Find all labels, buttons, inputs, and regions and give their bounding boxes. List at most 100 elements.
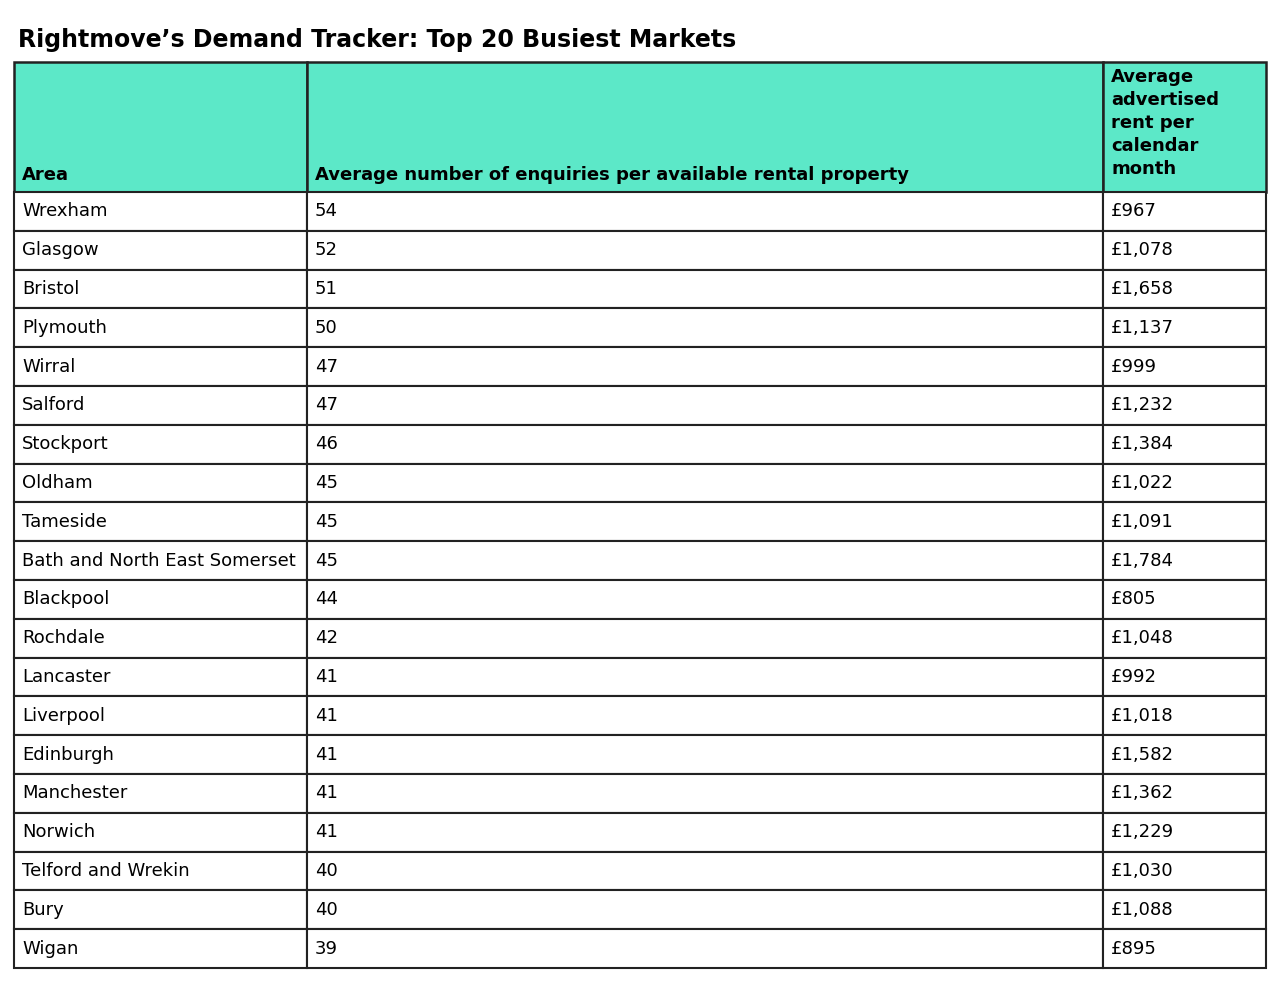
Text: 54: 54	[315, 202, 338, 220]
Bar	[1103, 192, 1266, 231]
Text: 40: 40	[315, 900, 338, 919]
Text: 50: 50	[315, 319, 338, 337]
Bar	[307, 580, 1103, 619]
Text: £1,048: £1,048	[1111, 629, 1174, 647]
Bar	[307, 736, 1103, 774]
Text: Norwich: Norwich	[22, 823, 95, 842]
Bar	[307, 386, 1103, 425]
Bar	[307, 696, 1103, 736]
Bar	[14, 62, 307, 192]
Text: Manchester: Manchester	[22, 785, 128, 802]
Bar	[307, 425, 1103, 464]
Text: £1,091: £1,091	[1111, 513, 1174, 531]
Text: 41: 41	[315, 785, 338, 802]
Bar	[1103, 541, 1266, 580]
Text: Oldham: Oldham	[22, 474, 92, 492]
Bar	[1103, 580, 1266, 619]
Text: Plymouth: Plymouth	[22, 319, 106, 337]
Bar	[1103, 736, 1266, 774]
Text: Rochdale: Rochdale	[22, 629, 105, 647]
Text: £1,362: £1,362	[1111, 785, 1174, 802]
Text: Telford and Wrekin: Telford and Wrekin	[22, 862, 189, 880]
Text: £992: £992	[1111, 668, 1157, 686]
Text: Bath and North East Somerset: Bath and North East Somerset	[22, 552, 296, 570]
Text: £1,018: £1,018	[1111, 707, 1174, 725]
Bar	[1103, 891, 1266, 929]
Bar	[14, 774, 307, 813]
Text: Tameside: Tameside	[22, 513, 106, 531]
Text: 39: 39	[315, 940, 338, 957]
Text: Rightmove’s Demand Tracker: Top 20 Busiest Markets: Rightmove’s Demand Tracker: Top 20 Busie…	[18, 28, 736, 52]
Text: £1,582: £1,582	[1111, 745, 1174, 764]
Bar	[14, 425, 307, 464]
Bar	[1103, 231, 1266, 270]
Text: £1,229: £1,229	[1111, 823, 1174, 842]
Text: £1,784: £1,784	[1111, 552, 1174, 570]
Bar	[14, 696, 307, 736]
Bar	[14, 348, 307, 386]
Text: 40: 40	[315, 862, 338, 880]
Text: £1,078: £1,078	[1111, 242, 1174, 259]
Text: Blackpool: Blackpool	[22, 590, 109, 609]
Bar	[14, 464, 307, 503]
Bar	[1103, 386, 1266, 425]
Bar	[14, 813, 307, 851]
Bar	[307, 62, 1103, 192]
Text: 44: 44	[315, 590, 338, 609]
Text: 42: 42	[315, 629, 338, 647]
Bar	[1103, 813, 1266, 851]
Text: 47: 47	[315, 357, 338, 375]
Bar	[14, 270, 307, 308]
Text: £805: £805	[1111, 590, 1157, 609]
Text: £1,022: £1,022	[1111, 474, 1174, 492]
Bar	[307, 464, 1103, 503]
Text: Lancaster: Lancaster	[22, 668, 110, 686]
Bar	[307, 929, 1103, 968]
Text: Average number of enquiries per available rental property: Average number of enquiries per availabl…	[315, 166, 909, 184]
Bar	[1103, 270, 1266, 308]
Text: Glasgow: Glasgow	[22, 242, 99, 259]
Bar	[307, 348, 1103, 386]
Text: Salford: Salford	[22, 397, 86, 414]
Text: £967: £967	[1111, 202, 1157, 220]
Bar	[307, 541, 1103, 580]
Bar	[307, 192, 1103, 231]
Bar	[14, 386, 307, 425]
Text: 41: 41	[315, 668, 338, 686]
Bar	[307, 308, 1103, 348]
Bar	[1103, 348, 1266, 386]
Bar	[14, 192, 307, 231]
Text: 41: 41	[315, 745, 338, 764]
Bar	[307, 891, 1103, 929]
Bar	[14, 891, 307, 929]
Text: Wirral: Wirral	[22, 357, 76, 375]
Text: 47: 47	[315, 397, 338, 414]
Text: £999: £999	[1111, 357, 1157, 375]
Bar	[1103, 464, 1266, 503]
Bar	[14, 619, 307, 658]
Bar	[307, 774, 1103, 813]
Bar	[14, 736, 307, 774]
Text: Liverpool: Liverpool	[22, 707, 105, 725]
Bar	[14, 308, 307, 348]
Bar	[14, 231, 307, 270]
Bar	[1103, 425, 1266, 464]
Bar	[1103, 774, 1266, 813]
Text: £1,137: £1,137	[1111, 319, 1174, 337]
Text: 45: 45	[315, 552, 338, 570]
Bar	[14, 541, 307, 580]
Text: 52: 52	[315, 242, 338, 259]
Text: 51: 51	[315, 280, 338, 298]
Text: 45: 45	[315, 474, 338, 492]
Text: £1,030: £1,030	[1111, 862, 1174, 880]
Text: £1,384: £1,384	[1111, 435, 1174, 454]
Bar	[307, 813, 1103, 851]
Bar	[307, 658, 1103, 696]
Text: £1,232: £1,232	[1111, 397, 1174, 414]
Text: 45: 45	[315, 513, 338, 531]
Text: Bristol: Bristol	[22, 280, 79, 298]
Text: £895: £895	[1111, 940, 1157, 957]
Bar	[1103, 696, 1266, 736]
Bar	[1103, 62, 1266, 192]
Text: Average
advertised
rent per
calendar
month: Average advertised rent per calendar mon…	[1111, 68, 1220, 178]
